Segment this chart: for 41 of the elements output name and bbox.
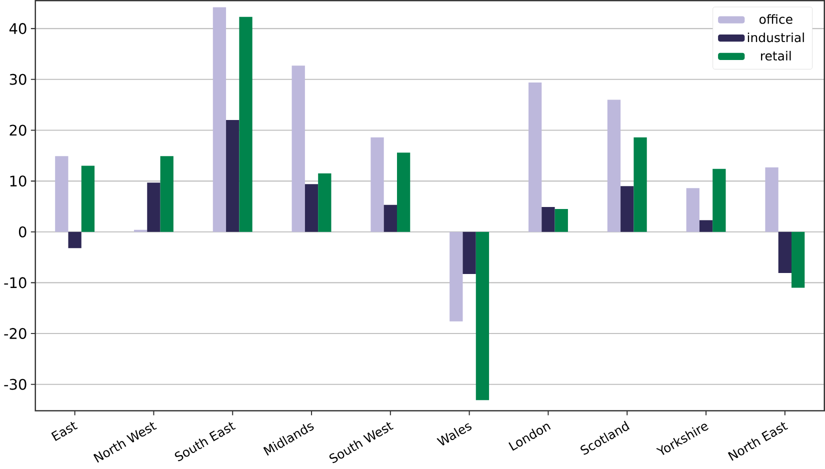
bar	[370, 137, 384, 232]
bar	[318, 174, 332, 232]
bar	[554, 209, 568, 232]
bar	[304, 184, 318, 232]
bar	[634, 137, 647, 232]
bar	[239, 16, 252, 232]
y-tick-label: 10	[10, 176, 26, 187]
x-tick-label: East	[51, 422, 78, 442]
bar	[620, 186, 634, 232]
bar	[778, 232, 792, 274]
y-tick-label: -10	[4, 277, 26, 288]
bar	[384, 205, 397, 232]
bar	[686, 188, 700, 232]
y-tick-label: 0	[18, 226, 26, 238]
bar	[528, 82, 542, 232]
bar	[476, 232, 490, 400]
bar	[712, 168, 726, 232]
bar	[792, 232, 805, 288]
bar	[68, 232, 82, 248]
legend-label: industrial	[748, 32, 804, 42]
bar	[81, 166, 95, 232]
bar	[462, 232, 476, 274]
bar	[212, 7, 226, 232]
legend-label: retail	[761, 51, 791, 61]
y-tick-label: 40	[9, 23, 26, 34]
bar	[396, 152, 410, 232]
bar	[765, 167, 778, 232]
bar	[55, 156, 68, 232]
bar	[226, 120, 240, 232]
y-tick-label: 20	[10, 124, 26, 136]
bar	[292, 66, 305, 232]
bar	[607, 100, 621, 232]
bar	[147, 182, 160, 232]
y-tick-label: 30	[10, 74, 26, 86]
bar	[542, 207, 555, 232]
bar	[160, 156, 174, 232]
bar	[450, 232, 463, 322]
y-tick-label: -30	[4, 378, 26, 390]
legend-label: office	[759, 14, 792, 24]
y-tick-label: -20	[4, 328, 26, 340]
bar	[699, 220, 713, 232]
